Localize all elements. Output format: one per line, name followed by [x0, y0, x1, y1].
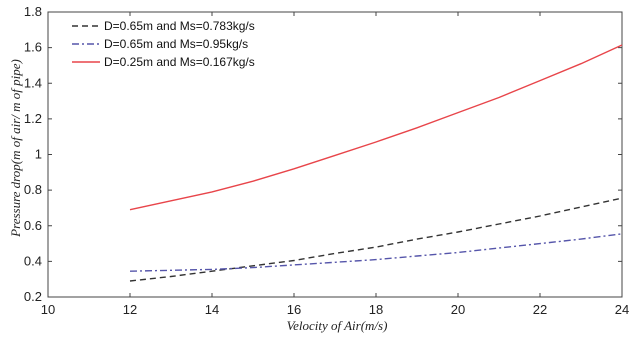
y-tick-label: 0.2 — [24, 289, 42, 304]
series-line-2 — [129, 233, 623, 272]
y-tick-label: 1.4 — [24, 75, 42, 90]
y-tick-label: 1 — [35, 147, 42, 162]
y-tick-label: 1.2 — [24, 111, 42, 126]
x-tick-label: 10 — [41, 302, 55, 317]
series-lines — [129, 44, 623, 282]
y-tick-label: 0.6 — [24, 218, 42, 233]
x-tick-label: 22 — [533, 302, 547, 317]
series-line-3 — [129, 44, 623, 211]
y-tick-label: 0.8 — [24, 182, 42, 197]
x-axis-ticks: 10 12 14 16 18 20 22 24 — [41, 12, 629, 317]
x-tick-label: 16 — [287, 302, 301, 317]
x-tick-label: 20 — [451, 302, 465, 317]
legend: D=0.65m and Ms=0.783kg/s D=0.65m and Ms=0… — [72, 19, 255, 69]
legend-label-2: D=0.65m and Ms=0.95kg/s — [104, 37, 248, 51]
legend-label-3: D=0.25m and Ms=0.167kg/s — [104, 55, 255, 69]
series-line-1 — [129, 197, 623, 282]
x-axis-title: Velocity of Air(m/s) — [287, 318, 388, 333]
y-axis-title: Pressure drop(m of air/ m of pipe) — [8, 59, 23, 238]
y-tick-label: 1.6 — [24, 40, 42, 55]
y-tick-label: 1.8 — [24, 4, 42, 19]
x-tick-label: 18 — [369, 302, 383, 317]
y-tick-label: 0.4 — [24, 253, 42, 268]
x-tick-label: 14 — [205, 302, 219, 317]
legend-label-1: D=0.65m and Ms=0.783kg/s — [104, 19, 255, 33]
y-axis-ticks: 0.2 0.4 0.6 0.8 1 1.2 1.4 1.6 1.8 — [24, 4, 622, 304]
x-tick-label: 12 — [123, 302, 137, 317]
x-tick-label: 24 — [615, 302, 629, 317]
